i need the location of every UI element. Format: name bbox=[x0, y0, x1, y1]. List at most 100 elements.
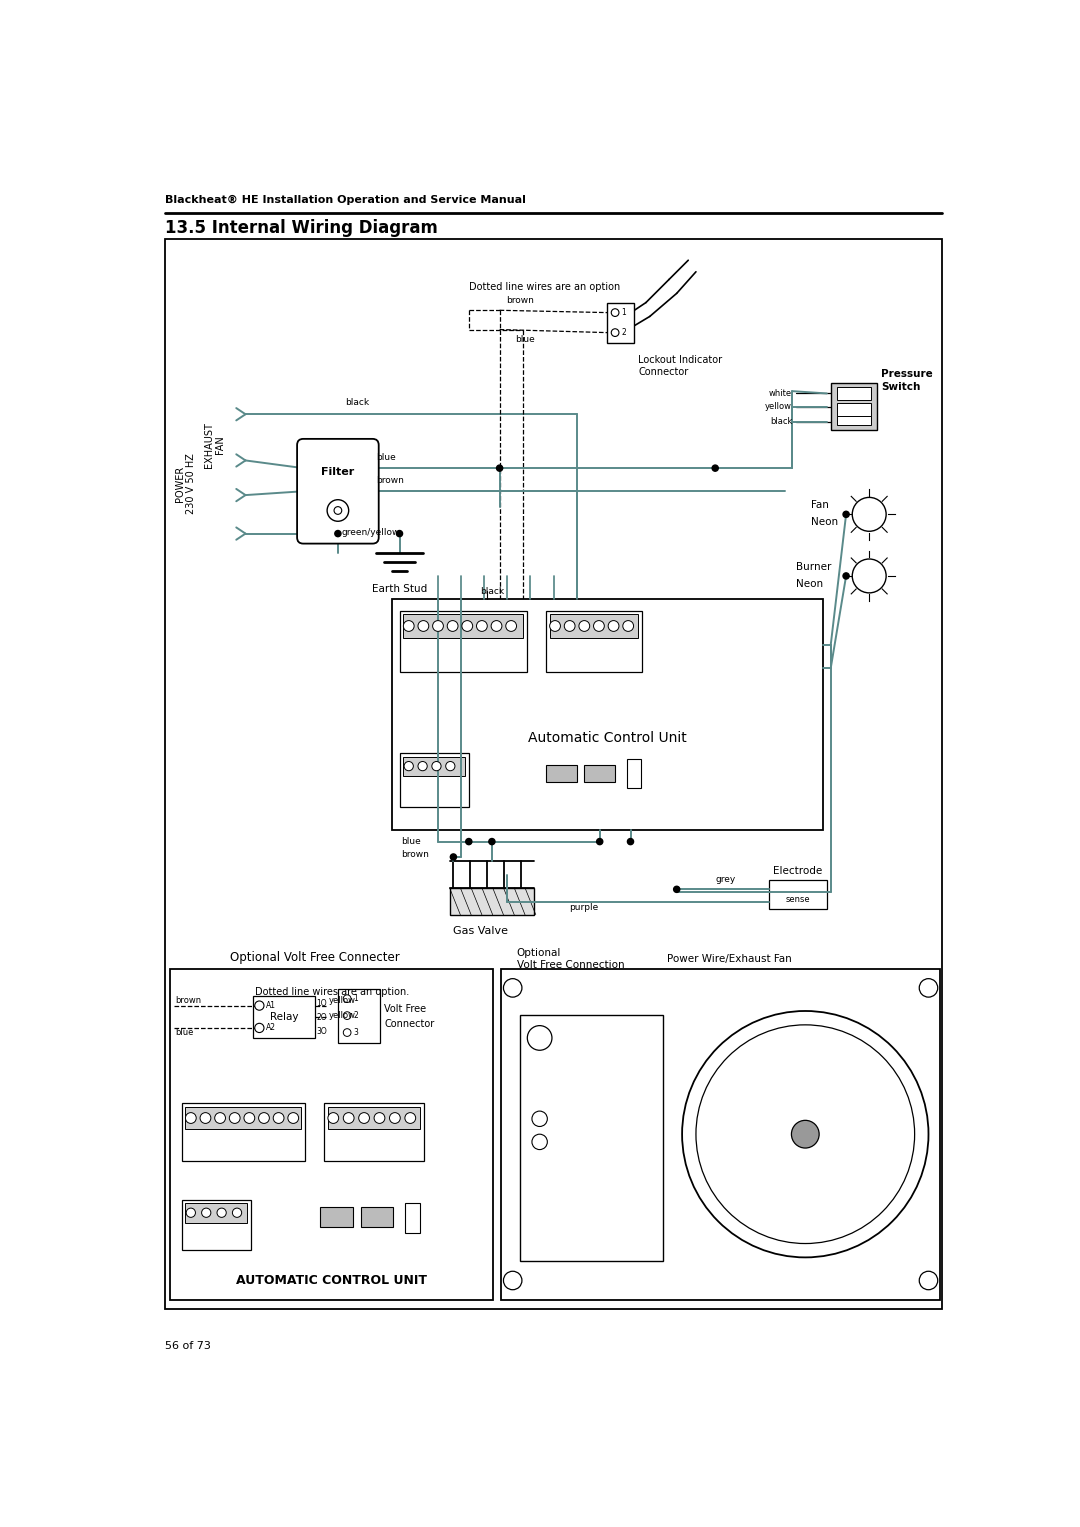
Bar bbox=[392, 599, 823, 831]
Text: blue: blue bbox=[377, 454, 396, 463]
Circle shape bbox=[334, 507, 341, 515]
Text: Optional: Optional bbox=[516, 948, 561, 959]
Bar bbox=[338, 989, 380, 1043]
Circle shape bbox=[335, 530, 341, 536]
Circle shape bbox=[852, 498, 887, 531]
Text: Connector: Connector bbox=[638, 366, 688, 377]
Bar bbox=[769, 880, 827, 910]
Text: Volt Free: Volt Free bbox=[384, 1003, 427, 1014]
Text: 3: 3 bbox=[353, 1028, 359, 1037]
Bar bbox=[626, 759, 640, 788]
Text: Relay: Relay bbox=[270, 1012, 298, 1022]
Text: Optional Volt Free Connecter: Optional Volt Free Connecter bbox=[230, 951, 400, 964]
Circle shape bbox=[505, 620, 516, 631]
Text: blue: blue bbox=[175, 1028, 193, 1037]
Text: yellow: yellow bbox=[766, 402, 793, 411]
Text: Pressure: Pressure bbox=[881, 370, 932, 379]
Text: 1: 1 bbox=[353, 994, 359, 1003]
Circle shape bbox=[215, 1113, 226, 1124]
Text: POWER
230 V 50 HZ: POWER 230 V 50 HZ bbox=[175, 454, 197, 515]
Text: 1O: 1O bbox=[316, 999, 327, 1008]
Circle shape bbox=[186, 1113, 197, 1124]
Circle shape bbox=[374, 1113, 384, 1124]
Bar bbox=[324, 1104, 424, 1161]
Circle shape bbox=[446, 762, 455, 771]
Bar bbox=[837, 388, 870, 400]
Circle shape bbox=[403, 620, 414, 631]
Text: A2: A2 bbox=[266, 1023, 275, 1032]
Circle shape bbox=[627, 838, 634, 844]
Bar bbox=[186, 1107, 301, 1128]
Text: 2: 2 bbox=[353, 1011, 359, 1020]
Text: Connector: Connector bbox=[384, 1019, 434, 1029]
Circle shape bbox=[273, 1113, 284, 1124]
Circle shape bbox=[258, 1113, 269, 1124]
Text: Fan: Fan bbox=[811, 501, 829, 510]
Circle shape bbox=[532, 1112, 548, 1127]
Circle shape bbox=[244, 1113, 255, 1124]
Bar bbox=[545, 765, 577, 782]
Circle shape bbox=[418, 620, 429, 631]
Bar bbox=[400, 611, 527, 672]
Text: 2O: 2O bbox=[316, 1012, 327, 1022]
Text: Dotted line wires are an option: Dotted line wires are an option bbox=[469, 282, 620, 292]
Text: brown: brown bbox=[377, 476, 404, 486]
Text: black: black bbox=[346, 397, 369, 406]
Text: Blackheat® HE Installation Operation and Service Manual: Blackheat® HE Installation Operation and… bbox=[164, 195, 526, 205]
Circle shape bbox=[255, 1023, 264, 1032]
Text: AUTOMATIC CONTROL UNIT: AUTOMATIC CONTROL UNIT bbox=[237, 1274, 428, 1287]
Text: grey: grey bbox=[715, 875, 735, 884]
Circle shape bbox=[919, 1272, 937, 1290]
Circle shape bbox=[450, 854, 457, 860]
Text: A1: A1 bbox=[266, 1002, 275, 1009]
Circle shape bbox=[919, 979, 937, 997]
Text: 1: 1 bbox=[621, 308, 626, 318]
Circle shape bbox=[359, 1113, 369, 1124]
Bar bbox=[181, 1104, 305, 1161]
Circle shape bbox=[217, 1208, 226, 1217]
Bar bbox=[837, 415, 870, 425]
Circle shape bbox=[404, 762, 414, 771]
Text: sense: sense bbox=[785, 895, 810, 904]
Bar bbox=[584, 765, 616, 782]
Bar bbox=[831, 383, 877, 429]
Circle shape bbox=[465, 838, 472, 844]
Text: Lockout Indicator: Lockout Indicator bbox=[638, 356, 723, 365]
Circle shape bbox=[229, 1113, 240, 1124]
Text: blue: blue bbox=[515, 334, 535, 344]
Circle shape bbox=[852, 559, 887, 592]
Circle shape bbox=[503, 1272, 522, 1290]
Bar bbox=[449, 887, 535, 915]
Circle shape bbox=[696, 1025, 915, 1243]
Circle shape bbox=[396, 530, 403, 536]
Bar bbox=[501, 968, 940, 1299]
Text: Electrode: Electrode bbox=[773, 866, 822, 876]
Circle shape bbox=[447, 620, 458, 631]
Circle shape bbox=[343, 1029, 351, 1037]
Bar bbox=[403, 614, 523, 638]
Text: 13.5 Internal Wiring Diagram: 13.5 Internal Wiring Diagram bbox=[164, 218, 437, 237]
Text: EXHAUST
FAN: EXHAUST FAN bbox=[204, 421, 226, 467]
Circle shape bbox=[418, 762, 428, 771]
Bar bbox=[545, 611, 642, 672]
Text: 3O: 3O bbox=[316, 1026, 327, 1035]
Bar bbox=[521, 1015, 663, 1261]
Text: Switch: Switch bbox=[881, 382, 920, 392]
Text: yellow: yellow bbox=[328, 1011, 355, 1020]
Circle shape bbox=[288, 1113, 299, 1124]
Circle shape bbox=[683, 1011, 929, 1257]
Bar bbox=[253, 996, 314, 1038]
Text: brown: brown bbox=[175, 997, 202, 1005]
Bar bbox=[403, 757, 465, 776]
Circle shape bbox=[343, 1012, 351, 1020]
Bar bbox=[186, 1203, 247, 1223]
Text: black: black bbox=[770, 417, 793, 426]
Text: Neon: Neon bbox=[811, 518, 838, 527]
Bar bbox=[405, 1203, 420, 1232]
Text: Earth Stud: Earth Stud bbox=[372, 583, 427, 594]
Circle shape bbox=[462, 620, 473, 631]
Text: Volt Free Connection: Volt Free Connection bbox=[516, 960, 624, 970]
Bar bbox=[320, 1208, 352, 1226]
FancyBboxPatch shape bbox=[297, 438, 379, 544]
Text: brown: brown bbox=[505, 296, 534, 305]
